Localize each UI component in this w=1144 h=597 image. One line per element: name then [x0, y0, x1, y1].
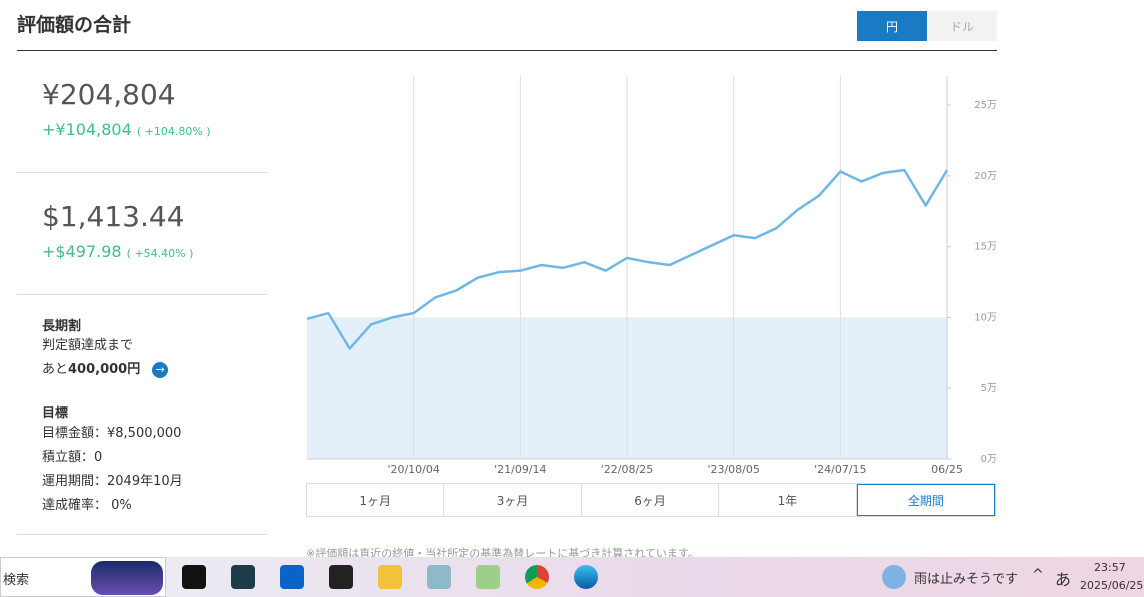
- weather-icon: [882, 565, 906, 589]
- long-term-amount: あと 400,000円 →: [42, 358, 169, 382]
- clock-date: 2025/06/25: [1080, 579, 1144, 592]
- x-tick-label: '21/09/14: [494, 463, 546, 476]
- app-icon[interactable]: [574, 565, 598, 589]
- footnote: ※評価額は直近の終値・当社所定の基準為替レートに基づき計算されています。: [306, 547, 699, 560]
- taskbar: 検索 雨は止みそうです ^ あ 23:57 2025/06/25: [0, 557, 1144, 597]
- goal-title: 目標: [42, 406, 69, 421]
- currency-tabs: 円 ドル: [857, 11, 997, 41]
- long-term-line: 判定額達成まで: [42, 338, 134, 353]
- app-icon[interactable]: [427, 565, 451, 589]
- app-icon[interactable]: [280, 565, 304, 589]
- app-icon[interactable]: [231, 565, 255, 589]
- divider: [17, 294, 267, 295]
- period-buttons: 1ヶ月 3ヶ月 6ヶ月 1年 全期間: [306, 483, 996, 517]
- tab-yen[interactable]: 円: [857, 11, 927, 41]
- clock-time: 23:57: [1094, 561, 1126, 574]
- long-term-title: 長期割: [42, 319, 82, 334]
- period-button[interactable]: 6ヶ月: [582, 484, 720, 516]
- usd-gain: +$497.98 ( +54.40% ): [42, 242, 193, 261]
- divider: [17, 534, 267, 535]
- y-tick-label: 25万: [974, 100, 997, 111]
- period-button[interactable]: 1年: [719, 484, 857, 516]
- divider: [17, 172, 267, 173]
- x-tick-label: '20/10/04: [387, 463, 439, 476]
- chart: 0万 5万 10万 15万 20万 25万 '20/10/04 '21/09/14 '22/08…: [306, 76, 997, 476]
- amount: 400,000円: [68, 362, 141, 377]
- period-button[interactable]: 1ヶ月: [307, 484, 445, 516]
- value-line: [306, 168, 949, 350]
- period-button[interactable]: 全期間: [856, 484, 996, 516]
- app-icon[interactable]: [182, 565, 206, 589]
- x-tick-label: 06/25: [931, 463, 963, 476]
- y-tick-label: 5万: [981, 383, 997, 394]
- jpy-gain-pct: ( +104.80% ): [136, 125, 211, 138]
- usd-gain-pct: ( +54.40% ): [126, 247, 194, 260]
- x-tick-label: '22/08/25: [601, 463, 653, 476]
- arrow-button[interactable]: →: [152, 362, 169, 378]
- y-tick-label: 10万: [974, 312, 997, 323]
- jpy-gain: +¥104,804 ( +104.80% ): [42, 120, 211, 139]
- search-box[interactable]: 検索: [0, 557, 166, 597]
- goal-item: 目標金額：¥8,500,000: [42, 426, 182, 441]
- search-text: 検索: [3, 573, 30, 588]
- ime-indicator[interactable]: あ: [1055, 570, 1072, 589]
- goal-list: 目標金額：¥8,500,000 積立額：0 運用期間：2049年10月 達成確率…: [42, 422, 183, 518]
- usd-gain-value: +$497.98: [42, 242, 122, 261]
- x-tick-label: '23/08/05: [707, 463, 759, 476]
- app-icon[interactable]: [378, 565, 402, 589]
- tab-dollar[interactable]: ドル: [927, 11, 997, 41]
- divider: [17, 50, 997, 51]
- goal-item: 積立額：0: [42, 450, 103, 465]
- jpy-total: ¥204,804: [42, 78, 176, 111]
- period-button[interactable]: 3ヶ月: [444, 484, 582, 516]
- y-tick-label: 0万: [981, 454, 997, 465]
- x-tick-label: '24/07/15: [814, 463, 866, 476]
- usd-total: $1,413.44: [42, 200, 185, 233]
- goal-item: 運用期間：2049年10月: [42, 474, 183, 489]
- jpy-gain-value: +¥104,804: [42, 120, 132, 139]
- y-tick-label: 20万: [974, 171, 997, 182]
- weather-text[interactable]: 雨は止みそうです: [914, 572, 1019, 587]
- search-art: [91, 561, 163, 595]
- y-tick-label: 15万: [974, 242, 997, 253]
- app-icon[interactable]: [525, 565, 549, 589]
- app-icon[interactable]: [476, 565, 500, 589]
- tray-arrow[interactable]: ^: [1032, 567, 1044, 583]
- app-icon[interactable]: [329, 565, 353, 589]
- prefix: あと: [42, 362, 69, 377]
- page-title: 評価額の合計: [17, 14, 132, 36]
- goal-item: 達成確率： 0%: [42, 498, 132, 513]
